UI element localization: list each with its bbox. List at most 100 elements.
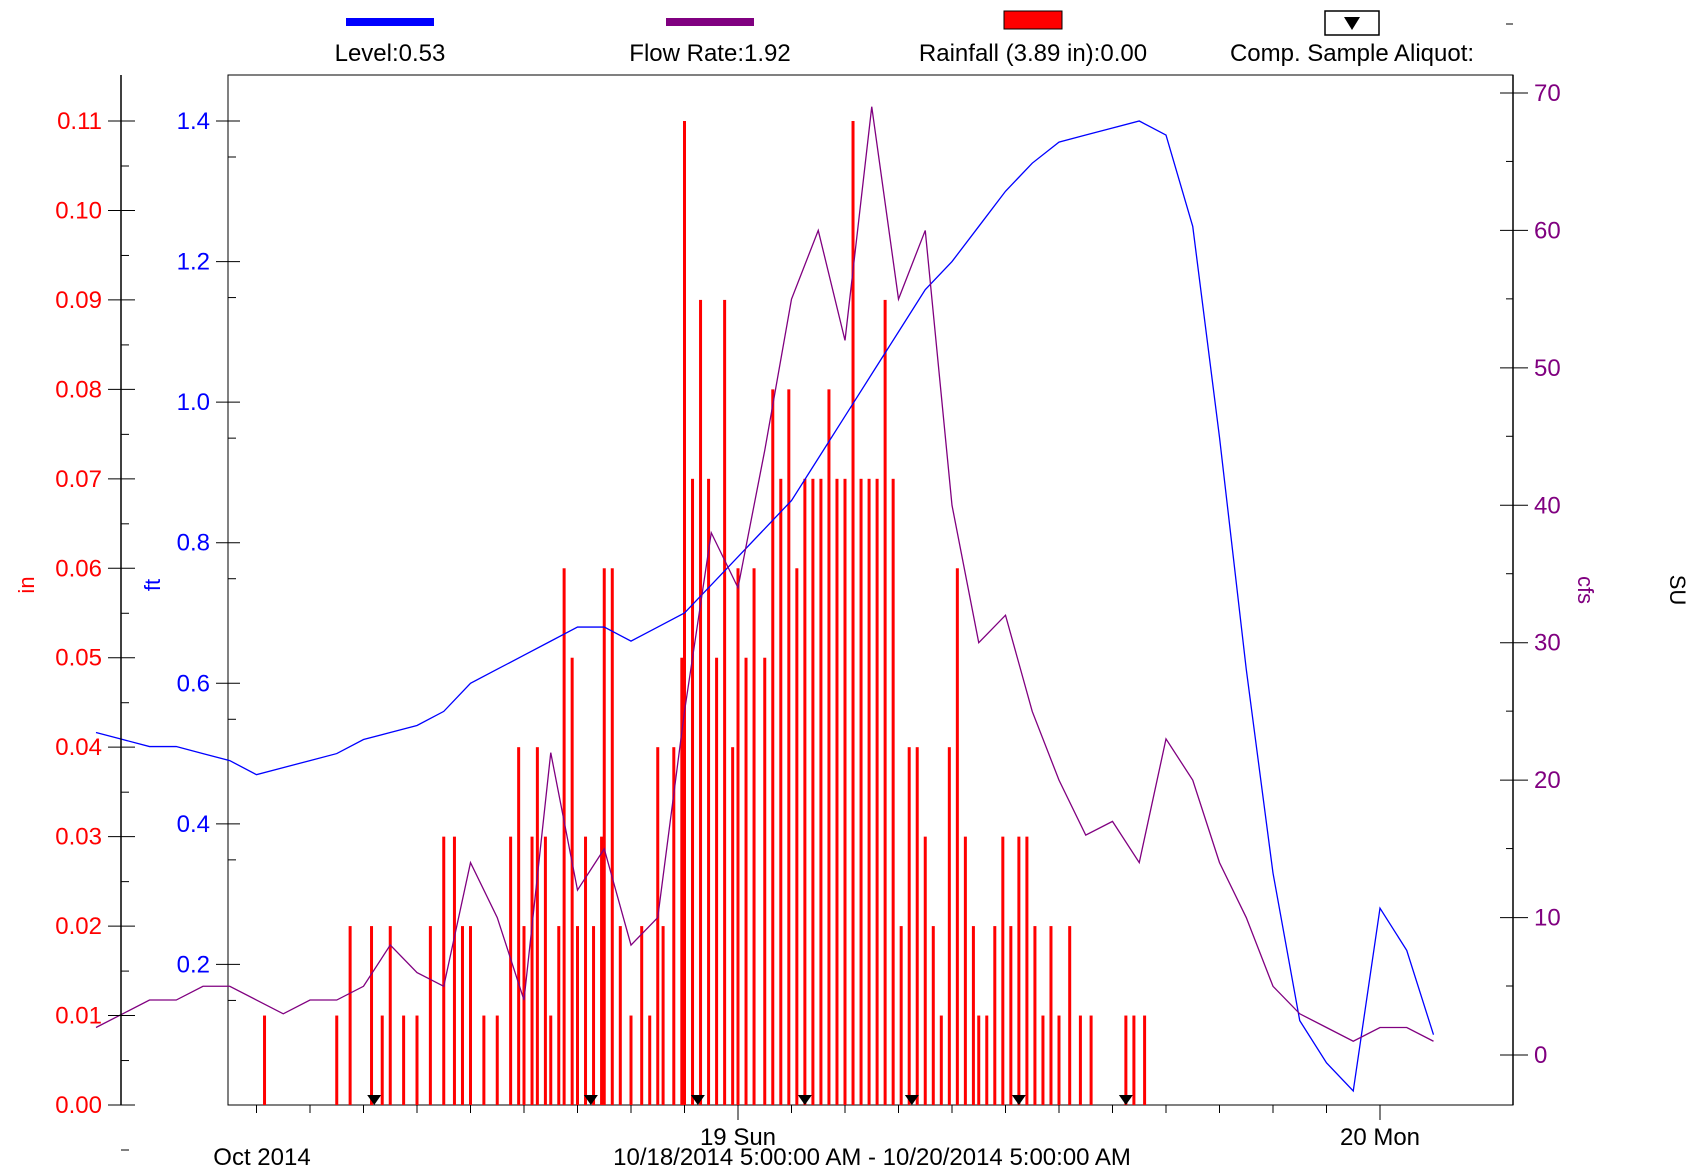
- rainfall-bar: [661, 926, 665, 1105]
- rainfall-bar: [1078, 1015, 1082, 1105]
- rain-tick-label: 0.08: [55, 376, 102, 403]
- flow-rate-line: [95, 106, 1434, 1042]
- rainfall-bar: [1143, 1015, 1147, 1105]
- rainfall-bar: [699, 299, 703, 1106]
- rainfall-bar: [883, 299, 887, 1106]
- legend-label-level: Level:0.53: [335, 40, 446, 67]
- rainfall-bar: [939, 1015, 943, 1105]
- legend-label-sample: Comp. Sample Aliquot:: [1230, 40, 1474, 67]
- flow-tick-label: 20: [1534, 767, 1561, 794]
- flow-axis-title: cfs: [1573, 576, 1598, 604]
- rainfall-bar: [517, 747, 521, 1105]
- sample-marker: [690, 1095, 705, 1105]
- rain-tick-label: 0.05: [55, 645, 102, 672]
- rainfall-bar: [993, 926, 997, 1105]
- rainfall-bar: [549, 1015, 553, 1105]
- rainfall-bar: [1132, 1015, 1136, 1105]
- sample-marker: [1118, 1095, 1133, 1105]
- level-line: [95, 120, 1435, 1093]
- rainfall-bar: [1017, 836, 1021, 1105]
- flow-tick-label: 10: [1534, 905, 1561, 932]
- rainfall-bar: [428, 926, 432, 1105]
- rain-axis-title: in: [14, 576, 39, 593]
- rainfall-bar: [744, 657, 748, 1105]
- rainfall-bar: [803, 478, 807, 1105]
- level-axis-title: ft: [140, 579, 165, 591]
- rainfall-bar: [707, 478, 711, 1105]
- level-tick-label: 1.4: [177, 108, 210, 135]
- rainfall-bar: [691, 478, 695, 1105]
- sample-axis-title: SU: [1665, 575, 1686, 606]
- rainfall-bar: [1041, 1015, 1045, 1105]
- rainfall-bar: [460, 926, 464, 1105]
- rainfall-bar: [752, 568, 756, 1105]
- sample-marker: [797, 1095, 812, 1105]
- rainfall-bar: [977, 1015, 981, 1105]
- rainfall-bar: [771, 389, 775, 1105]
- rainfall-bar: [570, 657, 574, 1105]
- rainfall-bar: [1033, 926, 1037, 1105]
- rainfall-bar: [1001, 836, 1005, 1105]
- rainfall-bar: [495, 1015, 499, 1105]
- rainfall-bar: [1025, 836, 1029, 1105]
- rainfall-bar: [680, 657, 684, 1105]
- level-series: [95, 120, 1435, 1093]
- rainfall-bar: [402, 1015, 406, 1105]
- rainfall-bar: [656, 747, 660, 1105]
- rainfall-bar: [731, 747, 735, 1105]
- rainfall-bar: [1009, 926, 1013, 1105]
- rainfall-bar: [629, 1015, 633, 1105]
- sample-marker: [367, 1095, 382, 1105]
- legend-swatch-flow: [666, 18, 754, 26]
- rainfall-bar: [1057, 1015, 1061, 1105]
- legend-swatch-level: [346, 18, 434, 26]
- rainfall-bar: [851, 121, 855, 1105]
- rainfall-bar: [835, 478, 839, 1105]
- flow-tick-label: 40: [1534, 492, 1561, 519]
- x-month-label: Oct 2014: [213, 1144, 310, 1171]
- rainfall-bar: [843, 478, 847, 1105]
- rainfall-bar: [985, 1015, 989, 1105]
- flow-tick-label: 0: [1534, 1042, 1547, 1069]
- rainfall-bar: [915, 747, 919, 1105]
- flow-rate-series: [95, 106, 1434, 1042]
- rain-tick-label: 0.10: [55, 197, 102, 224]
- sample-marker: [583, 1095, 598, 1105]
- rainfall-bar: [763, 657, 767, 1105]
- rainfall-bar: [370, 926, 374, 1105]
- rainfall-bar: [827, 389, 831, 1105]
- rainfall-bar: [380, 1015, 384, 1105]
- axes: 0.00 0.01 0.02 0.03 0.04 0.05 0.06 0.07 0.08 0.09…: [55, 23, 1561, 1151]
- rainfall-bar: [779, 478, 783, 1105]
- rain-tick-label: 0.02: [55, 913, 102, 940]
- rainfall-bar: [672, 747, 676, 1105]
- rainfall-bar: [482, 1015, 486, 1105]
- level-tick-label: 0.2: [177, 951, 210, 978]
- rainfall-bar: [648, 1015, 652, 1105]
- rainfall-bar: [931, 926, 935, 1105]
- rainfall-bar: [600, 836, 604, 1105]
- flow-tick-label: 50: [1534, 355, 1561, 382]
- rainfall-bar: [584, 836, 588, 1105]
- rainfall-bar: [535, 747, 539, 1105]
- rainfall-bar: [442, 836, 446, 1105]
- rain-tick-label: 0.00: [55, 1092, 102, 1119]
- sample-markers: [367, 1095, 1133, 1105]
- x-range-label: 10/18/2014 5:00:00 AM - 10/20/2014 5:00:…: [613, 1144, 1131, 1171]
- rainfall-bar: [530, 836, 534, 1105]
- rainfall-bar: [1124, 1015, 1128, 1105]
- rainfall-bar: [576, 926, 579, 1105]
- rainfall-bar: [522, 926, 526, 1105]
- rainfall-bar: [899, 926, 903, 1105]
- rainfall-bar: [875, 478, 879, 1105]
- rainfall-bar: [263, 1015, 267, 1105]
- rain-tick-label: 0.06: [55, 555, 102, 582]
- rainfall-bar: [963, 836, 967, 1105]
- x-tick-label-20: 20 Mon: [1340, 1124, 1420, 1151]
- rainfall-bar: [859, 478, 863, 1105]
- rain-tick-label: 0.04: [55, 734, 102, 761]
- x-tick-label-19: 19 Sun: [700, 1124, 776, 1151]
- rainfall-bar: [610, 568, 614, 1105]
- legend-item-flow: Flow Rate:1.92: [629, 18, 791, 67]
